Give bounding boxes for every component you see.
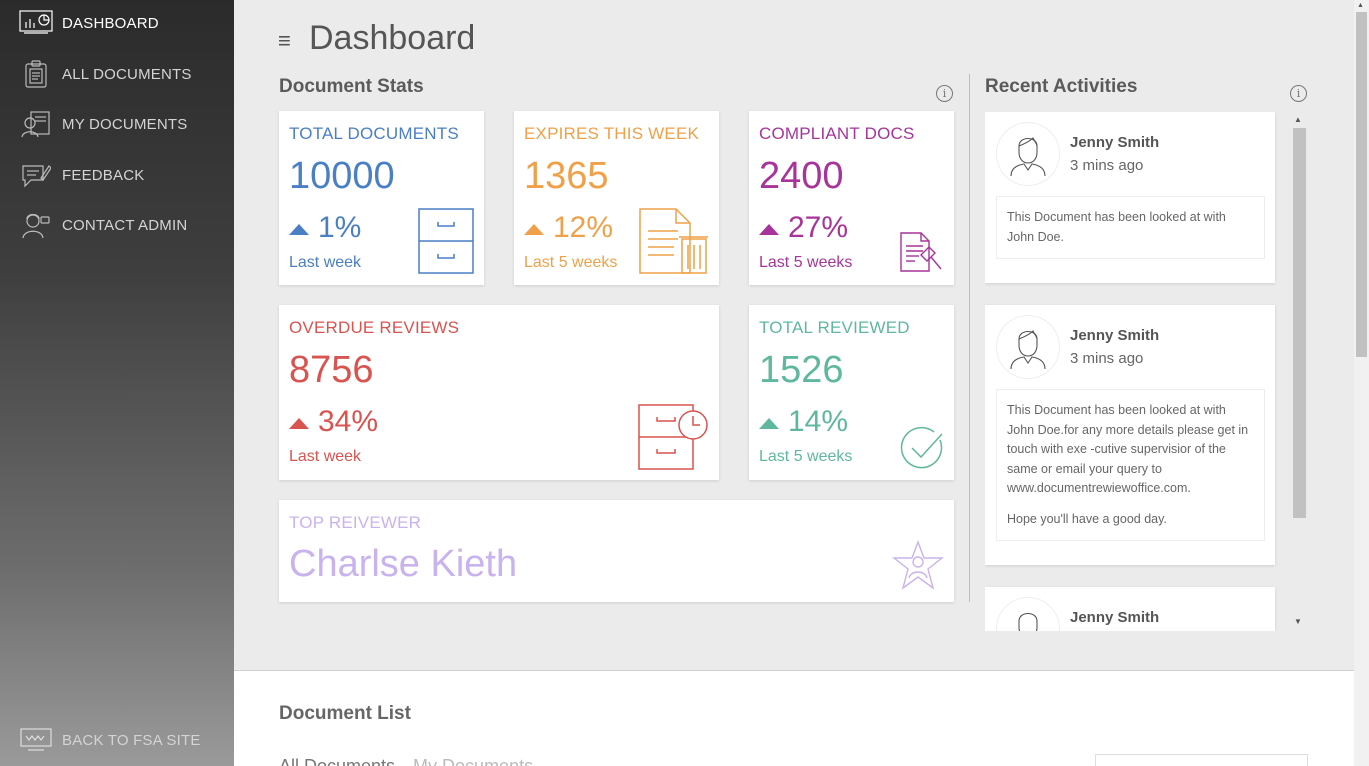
avatar-icon xyxy=(996,597,1060,631)
expires-this-week-card[interactable]: EXPIRES THIS WEEK 1365 12% Last 5 weeks xyxy=(514,111,719,285)
admin-icon xyxy=(19,210,53,240)
scroll-up-icon[interactable]: ▲ xyxy=(1294,115,1302,124)
overdue-reviews-card[interactable]: OVERDUE REVIEWS 8756 34% Last week xyxy=(279,305,719,480)
document-list-section xyxy=(234,670,1354,766)
activity-time: 3 mins ago xyxy=(1070,350,1144,367)
card-title: TOTAL DOCUMENTS xyxy=(289,124,459,143)
card-period: Last week xyxy=(289,254,362,271)
card-title: TOTAL REVIEWED xyxy=(759,318,910,337)
percent-value: 14% xyxy=(788,405,849,438)
activity-item[interactable]: Jenny Smith 3 mins ago This Document has… xyxy=(985,305,1275,565)
activity-message-closing: Hope you'll have a good day. xyxy=(1007,511,1167,526)
scroll-down-icon[interactable]: ▼ xyxy=(1294,617,1302,626)
card-title: TOP REIVEWER xyxy=(289,513,422,532)
up-arrow-icon xyxy=(289,417,309,429)
activity-time: 3 mins ago xyxy=(1070,157,1144,174)
card-title: EXPIRES THIS WEEK xyxy=(524,124,700,143)
activity-item[interactable]: Jenny Smith 3 mins ago This Document has… xyxy=(985,112,1275,283)
activity-feed[interactable]: Jenny Smith 3 mins ago This Document has… xyxy=(985,112,1308,631)
sidebar-item-my-documents[interactable]: MY DOCUMENTS xyxy=(0,102,234,146)
card-title: COMPLIANT DOCS xyxy=(759,124,915,143)
card-period: Last 5 weeks xyxy=(759,448,853,465)
star-user-icon xyxy=(891,540,945,597)
document-search-box[interactable] xyxy=(1095,754,1308,766)
card-period: Last 5 weeks xyxy=(524,254,618,271)
total-documents-card[interactable]: TOTAL DOCUMENTS 10000 1% Last week xyxy=(279,111,484,285)
sidebar-item-all-documents[interactable]: ALL DOCUMENTS xyxy=(0,52,234,96)
card-value: 8756 xyxy=(289,349,374,391)
avatar-icon xyxy=(996,315,1060,379)
activity-message: This Document has been looked at with Jo… xyxy=(996,389,1265,541)
activity-item[interactable]: Jenny Smith xyxy=(985,587,1275,631)
card-value: 2400 xyxy=(759,155,844,197)
document-list-title: Document List xyxy=(279,703,411,724)
feedback-icon xyxy=(19,160,53,190)
cabinet-clock-icon xyxy=(637,401,711,476)
percent-value: 27% xyxy=(788,211,849,244)
tab-all-documents[interactable]: All Documents xyxy=(279,756,396,766)
percent-value: 12% xyxy=(553,211,614,244)
sidebar-item-feedback[interactable]: FEEDBACK xyxy=(0,153,234,197)
document-list-tabs: All Documents My Documents xyxy=(279,756,533,766)
card-title: OVERDUE REVIEWS xyxy=(289,318,460,337)
back-to-site-label: BACK TO FSA SITE xyxy=(62,731,201,749)
up-arrow-icon xyxy=(524,223,544,235)
sidebar-item-label: ALL DOCUMENTS xyxy=(62,65,192,83)
activity-user-name: Jenny Smith xyxy=(1070,609,1160,626)
cabinet-icon xyxy=(418,208,474,279)
card-percent: 34% xyxy=(289,405,378,439)
page-scroll-up-icon[interactable]: ▲ xyxy=(1357,2,1364,9)
top-reviewer-name: Charlse Kieth xyxy=(289,543,518,585)
check-circle-icon xyxy=(900,426,946,477)
percent-value: 34% xyxy=(318,405,379,438)
sidebar-item-label: MY DOCUMENTS xyxy=(62,115,188,133)
section-divider xyxy=(969,74,970,602)
card-period: Last week xyxy=(289,448,362,465)
card-percent: 14% xyxy=(759,405,848,439)
avatar-icon xyxy=(996,122,1060,186)
compliant-docs-card[interactable]: COMPLIANT DOCS 2400 27% Last 5 weeks xyxy=(749,111,954,285)
sidebar-item-contact-admin[interactable]: CONTACT ADMIN xyxy=(0,203,234,247)
card-percent: 1% xyxy=(289,211,361,245)
card-value: 1365 xyxy=(524,155,609,197)
activity-user-name: Jenny Smith xyxy=(1070,134,1160,151)
document-trash-icon xyxy=(638,207,710,280)
up-arrow-icon xyxy=(759,417,779,429)
page-scrollbar-thumb[interactable] xyxy=(1356,12,1367,357)
dashboard-icon xyxy=(19,8,53,38)
recent-activities-title: Recent Activities xyxy=(985,76,1138,97)
card-percent: 27% xyxy=(759,211,848,245)
back-to-site-link[interactable]: BACK TO FSA SITE xyxy=(0,718,234,762)
page-title: Dashboard xyxy=(309,19,476,57)
clipboard-icon xyxy=(19,59,53,89)
document-gavel-icon xyxy=(899,231,943,280)
document-stats-title: Document Stats xyxy=(279,76,424,97)
activities-info-icon[interactable]: i xyxy=(1290,85,1307,102)
top-reviewer-card[interactable]: TOP REIVEWER Charlse Kieth xyxy=(279,500,954,602)
sidebar-item-label: CONTACT ADMIN xyxy=(62,216,188,234)
sidebar-item-label: FEEDBACK xyxy=(62,166,145,184)
activity-message: This Document has been looked at with Jo… xyxy=(996,196,1265,259)
total-reviewed-card[interactable]: TOTAL REVIEWED 1526 14% Last 5 weeks xyxy=(749,305,954,480)
activity-user-name: Jenny Smith xyxy=(1070,327,1160,344)
sidebar-item-label: DASHBOARD xyxy=(62,14,159,32)
user-documents-icon xyxy=(19,109,53,139)
tab-my-documents[interactable]: My Documents xyxy=(413,756,534,766)
card-value: 10000 xyxy=(289,155,395,197)
card-value: 1526 xyxy=(759,349,844,391)
card-percent: 12% xyxy=(524,211,613,245)
card-period: Last 5 weeks xyxy=(759,254,853,271)
sidebar-item-dashboard[interactable]: DASHBOARD xyxy=(0,1,234,45)
activity-message-text: This Document has been looked at with Jo… xyxy=(1007,403,1249,495)
up-arrow-icon xyxy=(759,223,779,235)
stats-info-icon[interactable]: i xyxy=(936,85,953,102)
sidebar: DASHBOARD ALL DOCUMENTS MY DOCUMENTS FEE… xyxy=(0,0,234,766)
percent-value: 1% xyxy=(318,211,362,244)
menu-icon[interactable]: ≡ xyxy=(278,28,291,53)
monitor-icon xyxy=(19,725,53,755)
up-arrow-icon xyxy=(289,223,309,235)
activity-scrollbar-thumb[interactable] xyxy=(1293,128,1306,518)
